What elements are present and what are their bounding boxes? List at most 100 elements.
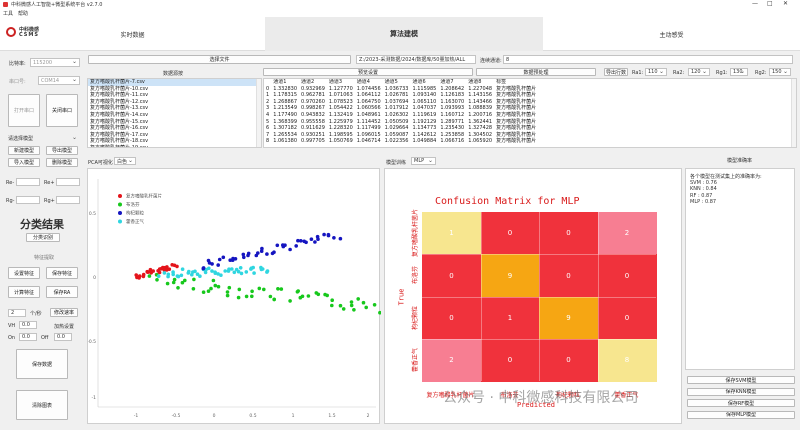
export-model-button[interactable]: 导出模型 — [46, 146, 78, 155]
file-list-item[interactable]: 复方嗜酸乳杆菌片-19.csv — [90, 144, 149, 148]
import-model-button[interactable]: 导入模型 — [8, 158, 40, 167]
minimize-icon[interactable]: — — [752, 0, 758, 7]
file-list[interactable]: 复方嗜酸乳杆菌片-7.csv 复方嗜酸乳杆菌片-10.csv 复方嗜酸乳杆菌片-11… — [87, 78, 262, 148]
confusion-x-label: 复方嗜酸乳杆菌片 — [426, 392, 475, 399]
rg-plus-field[interactable] — [56, 196, 80, 204]
table-cell: 1.060566 — [356, 105, 381, 112]
baud-select[interactable]: 115200 — [30, 58, 80, 67]
file-list-scrollbar[interactable] — [256, 79, 261, 147]
file-list-item[interactable]: 复方嗜酸乳杆菌片-14.csv — [90, 111, 149, 118]
port-select[interactable]: COM14 — [38, 76, 80, 85]
preview-settings-button[interactable]: 预览设置 — [263, 68, 473, 76]
close-port-button[interactable]: 关闭串口 — [46, 94, 78, 127]
rg1-field[interactable]: 130 — [730, 68, 748, 76]
export-rows-button[interactable]: 导出行数 — [604, 68, 628, 76]
table-header-cell[interactable]: 标签 — [496, 79, 507, 85]
ra2-label: Ra2: — [673, 70, 685, 76]
table-row[interactable]: 3 1.213549 0.998267 1.054422 1.060566 1.01791… — [264, 105, 538, 112]
tab-active-sensing[interactable]: 主动感受 — [659, 31, 684, 39]
table-header-cell[interactable]: 通道7 — [440, 79, 454, 85]
re-plus-field[interactable] — [56, 178, 80, 186]
table-header-cell[interactable]: 通道4 — [356, 79, 370, 85]
table-header-cell[interactable]: 通道3 — [328, 79, 343, 85]
confusion-x-label: 枸杞颗粒 — [555, 392, 580, 399]
setting-feature-button[interactable]: 设置特征 — [8, 267, 40, 279]
table-row[interactable]: 8 1.061380 0.997705 1.050769 1.046714 1.02235… — [264, 138, 538, 145]
table-header-cell[interactable]: 通道2 — [301, 79, 315, 85]
save-model-button[interactable]: 保存RF模型 — [687, 399, 795, 407]
save-model-button[interactable]: 保存MLP模型 — [687, 410, 795, 419]
table-header-cell[interactable]: 通道6 — [412, 79, 426, 85]
menu-help[interactable]: 帮助 — [18, 11, 29, 17]
file-list-item[interactable]: 复方嗜酸乳杆菌片-17.csv — [90, 131, 149, 138]
table-cell: 1.115985 — [412, 85, 437, 92]
rg-minus-field[interactable] — [16, 196, 40, 204]
save-model-button[interactable]: 保存SVM模型 — [687, 376, 795, 384]
data-preprocess-button[interactable]: 数据预处理 — [476, 68, 596, 76]
scatter-point — [165, 281, 170, 286]
save-model-button[interactable]: 保存KNN模型 — [687, 387, 795, 396]
table-row[interactable]: 4 1.177490 0.943832 1.132419 1.048961 1.02630… — [264, 112, 538, 119]
file-list-item[interactable]: 复方嗜酸乳杆菌片-15.csv — [90, 118, 149, 125]
file-list-item[interactable]: 复方嗜酸乳杆菌片-10.csv — [90, 85, 149, 92]
menu-tools[interactable]: 工具 — [3, 11, 14, 17]
pca-select[interactable]: 白色 — [114, 157, 136, 165]
table-row[interactable]: 7 1.265534 0.930251 1.198595 1.096015 1.05908… — [264, 132, 538, 139]
table-header-cell[interactable]: 通道1 — [273, 79, 287, 85]
select-file-button[interactable]: 选择文件 — [88, 55, 351, 64]
ra1-field[interactable]: 110 — [645, 68, 667, 76]
calc-feature-button[interactable]: 计算特征 — [8, 286, 40, 298]
open-port-button[interactable]: 打开串口 — [8, 94, 40, 127]
scatter-point — [166, 274, 170, 279]
tab-algorithm-modeling[interactable]: 算法建模 — [265, 17, 543, 51]
rg2-field[interactable]: 150 — [769, 68, 791, 76]
on-field[interactable]: 0.0 — [19, 333, 37, 341]
legend-label: 藿香正气 — [126, 218, 144, 225]
logo-mark-icon — [6, 27, 16, 37]
table-row[interactable]: 2 1.268867 0.970260 1.078523 1.064750 1.03769… — [264, 99, 538, 106]
table-cell: 1.368399 — [273, 118, 298, 125]
close-icon[interactable]: ✕ — [783, 0, 789, 7]
re-minus-field[interactable] — [16, 178, 40, 186]
grid-line — [597, 212, 599, 381]
table-header-cell[interactable]: 通道5 — [384, 79, 398, 85]
path-field[interactable]: Z:/2023-采测数据/2024/数据库/50量加热/ALL — [356, 55, 476, 64]
delete-model-button[interactable]: 删除模型 — [46, 158, 78, 167]
rate-spinbox[interactable]: 2 — [8, 309, 26, 317]
file-list-item[interactable]: 复方嗜酸乳杆菌片-18.csv — [90, 138, 149, 145]
legend-label: 布洛芬 — [126, 201, 140, 208]
maximize-icon[interactable]: □ — [767, 0, 773, 7]
table-row[interactable]: 5 1.368399 0.955558 1.225979 1.114452 1.05050… — [264, 119, 538, 126]
off-field[interactable]: 0.0 — [54, 333, 72, 341]
file-list-item[interactable]: 复方嗜酸乳杆菌片-13.csv — [90, 105, 149, 112]
scatter-point — [239, 271, 244, 276]
clear-chart-button[interactable]: 清除图表 — [16, 390, 68, 420]
file-list-item[interactable]: 复方嗜酸乳杆菌片-12.csv — [90, 98, 149, 105]
channel-count-field[interactable]: 8 — [503, 55, 793, 64]
save-data-button[interactable]: 保存数据 — [16, 349, 68, 379]
table-header-cell[interactable]: 通道8 — [468, 79, 482, 85]
table-header-cell[interactable] — [264, 79, 271, 86]
model-select[interactable] — [8, 134, 80, 143]
table-cell: 1.192129 — [412, 118, 437, 125]
classify-button[interactable]: 分类识别 — [26, 233, 60, 242]
table-cell: 1.289771 — [440, 118, 465, 125]
table-cell: 1.119619 — [412, 111, 437, 118]
save-feature-button[interactable]: 保存特征 — [46, 267, 78, 279]
confusion-y-label: 布洛芬 — [412, 266, 419, 285]
table-row[interactable]: 6 1.307182 0.911629 1.228320 1.117499 1.02966… — [264, 125, 538, 132]
table-scrollbar[interactable] — [791, 79, 796, 147]
file-list-item[interactable]: 复方嗜酸乳杆菌片-16.csv — [90, 125, 149, 132]
file-list-item[interactable]: 复方嗜酸乳杆菌片-11.csv — [90, 92, 149, 99]
table-row[interactable]: 0 1.332830 0.932969 1.127770 1.074456 1.03673… — [264, 86, 538, 93]
vh-field[interactable]: 0.0 — [19, 321, 37, 329]
tab-realtime-data[interactable]: 实时数据 — [120, 31, 145, 39]
model-train-select[interactable]: MLP — [411, 157, 436, 165]
new-model-button[interactable]: 新建模型 — [8, 146, 40, 155]
save-ra-button[interactable]: 保存RA — [46, 286, 78, 298]
table-row[interactable]: 1 1.178315 0.962781 1.071063 1.064112 1.02678… — [264, 92, 538, 99]
modify-rate-button[interactable]: 修改速率 — [50, 308, 78, 317]
ra2-field[interactable]: 120 — [688, 68, 710, 76]
scatter-point — [259, 249, 264, 253]
file-list-item[interactable]: 复方嗜酸乳杆菌片-7.csv — [88, 79, 261, 86]
